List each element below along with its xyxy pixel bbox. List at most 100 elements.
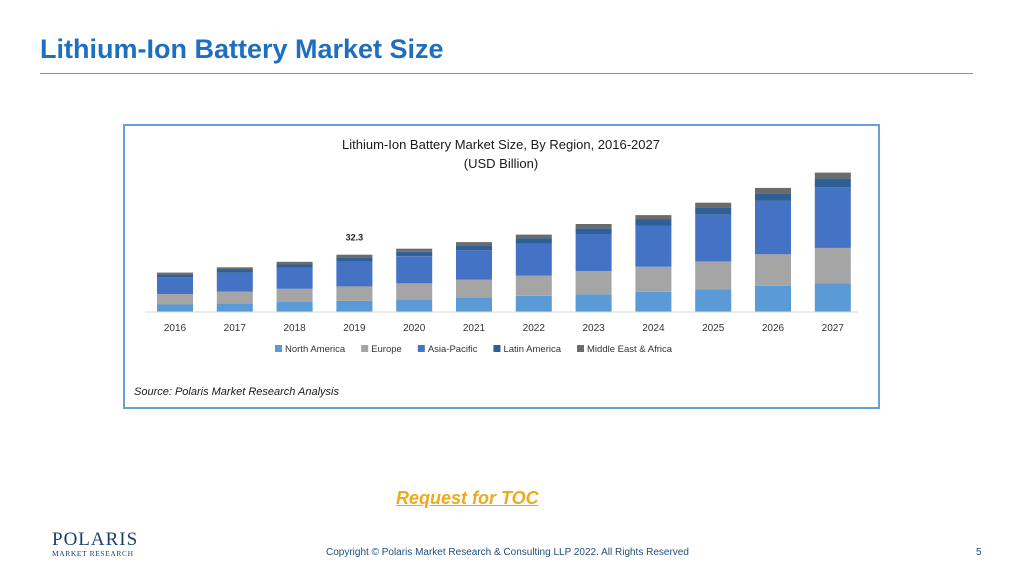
- bar-segment-2020-3: [396, 251, 433, 257]
- legend-label: Latin America: [503, 344, 561, 355]
- legend-swatch: [417, 345, 425, 352]
- bar-segment-2026-1: [755, 254, 791, 286]
- bar-segment-2017-2: [216, 272, 253, 292]
- bar-segment-2027-3: [814, 178, 851, 188]
- data-label: 32.3: [346, 233, 364, 243]
- x-tick-label: 2017: [224, 323, 247, 334]
- chart-svg: Lithium-Ion Battery Market Size, By Regi…: [145, 137, 858, 355]
- bar-segment-2024-1: [635, 266, 672, 292]
- bar-segment-2020-0: [396, 299, 433, 312]
- bar-segment-2020-2: [396, 256, 433, 284]
- bar-segment-2022-4: [515, 234, 552, 239]
- bar-segment-2024-4: [635, 215, 672, 220]
- bar-segment-2027-1: [814, 247, 851, 284]
- bar-segment-2024-2: [635, 225, 672, 267]
- bar-segment-2026-0: [755, 285, 791, 312]
- bar-segment-2017-1: [216, 291, 253, 304]
- bar-segment-2023-1: [575, 271, 612, 295]
- x-tick-label: 2022: [523, 323, 546, 334]
- x-tick-label: 2025: [702, 323, 725, 334]
- bar-segment-2021-3: [456, 245, 492, 251]
- bar-segment-2025-4: [695, 202, 732, 208]
- x-tick-label: 2026: [762, 323, 785, 334]
- x-tick-label: 2016: [164, 323, 187, 334]
- bar-segment-2025-1: [695, 261, 732, 290]
- logo-sub-text: MARKET RESEARCH: [52, 549, 134, 558]
- bar-segment-2021-0: [456, 297, 492, 312]
- x-tick-label: 2024: [642, 323, 665, 334]
- bar-segment-2016-4: [157, 272, 193, 275]
- page-number: 5: [976, 547, 982, 558]
- legend-swatch: [493, 345, 501, 352]
- copyright-text: Copyright © Polaris Market Research & Co…: [326, 547, 689, 558]
- bar-segment-2019-1: [336, 286, 373, 301]
- bar-segment-2024-3: [635, 219, 672, 226]
- x-tick-label: 2018: [283, 323, 306, 334]
- bar-segment-2025-3: [695, 207, 732, 215]
- request-toc-link[interactable]: Request for TOC: [396, 488, 539, 508]
- bar-segment-2024-0: [635, 291, 672, 312]
- bar-segment-2026-3: [755, 193, 791, 201]
- title-divider: [40, 73, 973, 74]
- bar-segment-2018-4: [276, 261, 313, 265]
- bar-segment-2018-0: [276, 302, 313, 312]
- bar-segment-2020-4: [396, 248, 433, 252]
- bar-segment-2027-0: [814, 283, 851, 312]
- bar-segment-2017-4: [216, 267, 253, 270]
- bars-group: [157, 172, 851, 312]
- x-tick-label: 2027: [822, 323, 845, 334]
- legend-label: Europe: [371, 344, 402, 355]
- bar-segment-2027-4: [814, 172, 851, 179]
- bar-segment-2022-2: [515, 243, 552, 276]
- slide-title: Lithium-Ion Battery Market Size: [40, 34, 444, 64]
- bar-segment-2023-3: [575, 228, 612, 234]
- chart-legend: North America Europe Asia-Pacific Latin Ame…: [275, 344, 673, 355]
- legend-label: North America: [285, 344, 346, 355]
- logo-main-text: POLARIS: [52, 529, 139, 550]
- chart-source: Source: Polaris Market Research Analysis: [134, 386, 340, 398]
- bar-segment-2027-2: [814, 187, 851, 248]
- bar-segment-2016-3: [157, 274, 193, 278]
- legend-swatch: [361, 345, 369, 352]
- bar-segment-2018-2: [276, 268, 313, 289]
- bar-segment-2026-4: [755, 187, 791, 194]
- bar-segment-2019-2: [336, 261, 373, 287]
- x-tick-label: 2023: [582, 323, 605, 334]
- x-tick-label: 2019: [343, 323, 366, 334]
- bar-segment-2019-3: [336, 257, 373, 262]
- polaris-logo: POLARIS MARKET RESEARCH: [52, 530, 138, 559]
- legend-swatch: [577, 345, 585, 352]
- bar-segment-2021-1: [456, 279, 492, 298]
- legend-swatch: [275, 345, 282, 352]
- bar-segment-2022-3: [515, 238, 552, 244]
- bar-segment-2021-4: [456, 242, 492, 246]
- bar-segment-2018-3: [276, 264, 313, 268]
- bar-segment-2021-2: [456, 250, 492, 280]
- bar-segment-2016-2: [157, 277, 193, 295]
- legend-label: Middle East & Africa: [587, 344, 673, 355]
- bar-segment-2023-4: [575, 224, 612, 229]
- chart-subtitle: (USD Billion): [464, 156, 538, 171]
- bar-segment-2016-1: [157, 294, 193, 305]
- bar-segment-2025-0: [695, 289, 732, 312]
- bar-segment-2017-0: [216, 303, 253, 312]
- bar-segment-2019-4: [336, 254, 373, 258]
- bar-segment-2026-2: [755, 201, 791, 255]
- bar-segment-2017-3: [216, 269, 253, 273]
- chart-title: Lithium-Ion Battery Market Size, By Regi…: [342, 137, 660, 152]
- bar-segment-2016-0: [157, 304, 193, 312]
- x-tick-label: 2021: [463, 323, 486, 334]
- bar-segment-2023-2: [575, 233, 612, 272]
- bar-segment-2022-1: [515, 275, 552, 296]
- data-labels: 32.3: [346, 233, 364, 243]
- bar-segment-2022-0: [515, 295, 552, 312]
- x-tick-label: 2020: [403, 323, 426, 334]
- bar-segment-2023-0: [575, 294, 612, 312]
- x-tick-labels: 2016 2017 2018 2019 2020 2021 2022 2023 2024 2025…: [164, 323, 844, 334]
- bar-segment-2019-0: [336, 300, 373, 312]
- bar-segment-2020-1: [396, 283, 433, 300]
- bar-segment-2018-1: [276, 288, 313, 303]
- legend-label: Asia-Pacific: [428, 344, 478, 355]
- bar-segment-2025-2: [695, 214, 732, 262]
- chart-frame: Lithium-Ion Battery Market Size, By Regi…: [123, 124, 880, 409]
